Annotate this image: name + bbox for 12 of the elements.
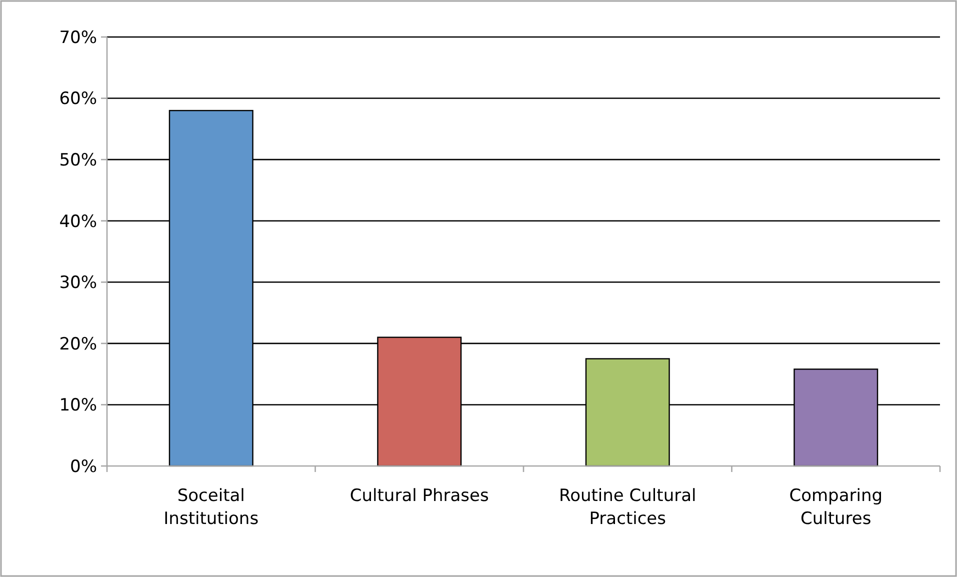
y-tick-label: 40% [59,212,97,232]
y-tick-label: 20% [59,334,97,354]
y-tick-label: 0% [70,456,97,477]
x-tick-label: Soceital Institutions [164,486,259,529]
y-tick-label: 70% [59,28,97,48]
x-tick-label: Cultural Phrases [350,486,489,506]
y-tick-label: 60% [59,89,97,110]
x-tick-label: Routine Cultural Practices [559,486,696,529]
y-tick-label: 10% [59,396,97,416]
y-tick-label: 50% [59,150,97,171]
x-tick-label: Comparing Cultures [789,486,883,529]
y-tick-label: 30% [59,273,97,294]
